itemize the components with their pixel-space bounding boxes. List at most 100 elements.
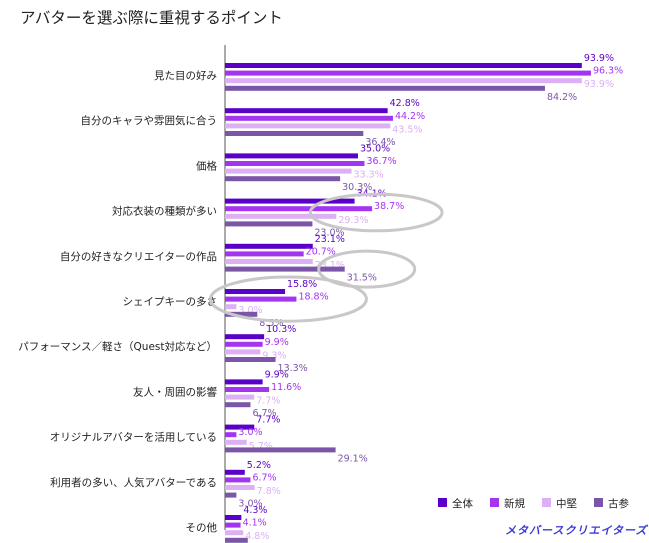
bar-新規	[225, 70, 591, 76]
data-label: 84.2%	[547, 92, 577, 103]
highlight-ellipse	[317, 249, 417, 289]
bar-中堅	[225, 213, 337, 219]
category-label: 自分のキャラや雰囲気に合う	[81, 114, 218, 127]
chart-title: アバターを選ぶ際に重視するポイント	[20, 9, 283, 27]
data-label: 36.7%	[366, 156, 396, 167]
data-label: 15.8%	[287, 279, 317, 290]
bar-全体	[225, 289, 286, 294]
data-label: 4.1%	[243, 518, 267, 529]
data-label: 42.8%	[390, 98, 420, 109]
data-label: 11.6%	[271, 382, 301, 393]
bar-中堅	[225, 304, 237, 310]
legend-label: 新規	[504, 497, 525, 510]
data-label: 6.7%	[252, 408, 276, 419]
bar-全体	[225, 424, 255, 430]
data-label: 29.1%	[338, 453, 368, 464]
data-label: 38.7%	[374, 201, 404, 212]
legend-swatch-新規	[490, 498, 499, 507]
category-label: 自分の好きなクリエイターの作品	[60, 250, 217, 263]
category-label: 価格	[196, 159, 217, 172]
bar-中堅	[225, 485, 255, 490]
data-label: 3.0%	[238, 499, 262, 510]
category-label: 友人・周囲の影響	[133, 385, 217, 398]
bar-中堅	[225, 168, 352, 174]
data-label: 7.8%	[257, 486, 281, 497]
bar-中堅	[225, 123, 391, 129]
bar-全体	[225, 108, 388, 114]
data-label: 3.0%	[238, 305, 262, 316]
bar-新規	[225, 296, 297, 302]
data-label: 96.3%	[593, 66, 623, 77]
data-label: 6.7%	[252, 472, 276, 483]
data-label: 7.7%	[256, 415, 280, 426]
data-label: 44.2%	[395, 111, 425, 122]
data-label: 9.9%	[265, 369, 289, 380]
data-label: 33.3%	[354, 170, 384, 181]
category-label: オリジナルアバターを活用している	[50, 432, 217, 444]
bar-古参	[225, 402, 251, 408]
data-label: 31.5%	[347, 273, 377, 284]
data-label: 23.0%	[314, 227, 344, 238]
legend-label: 古参	[608, 497, 629, 510]
bar-古参	[225, 447, 336, 453]
data-label: 93.9%	[584, 79, 614, 90]
bar-中堅	[225, 530, 244, 536]
data-label: 23.1%	[315, 260, 345, 271]
category-label: パフォーマンス／軽さ（Quest対応など）	[18, 340, 217, 353]
data-label: 9.9%	[265, 337, 289, 348]
data-label: 5.7%	[249, 441, 273, 452]
bar-古参	[225, 537, 248, 543]
legend-swatch-全体	[438, 498, 447, 507]
bar-新規	[225, 161, 365, 166]
highlight-ellipse	[308, 192, 444, 233]
category-label: 利用者の多い、人気アバターである	[50, 476, 217, 489]
bar-全体	[225, 469, 245, 475]
data-label: 4.3%	[243, 505, 267, 516]
bar-中堅	[225, 349, 261, 355]
legend-swatch-中堅	[542, 498, 551, 507]
legend-label: 中堅	[556, 497, 577, 510]
bar-新規	[225, 115, 393, 121]
bar-古参	[225, 266, 345, 272]
bar-全体	[225, 63, 582, 68]
bar-古参	[225, 221, 313, 227]
data-label: 30.3%	[342, 182, 372, 193]
bar-古参	[225, 492, 237, 498]
bar-中堅	[225, 78, 582, 84]
bar-全体	[225, 334, 265, 340]
bar-新規	[225, 387, 270, 392]
data-label: 93.9%	[584, 53, 614, 64]
bar-全体	[225, 153, 358, 159]
category-label: その他	[186, 521, 218, 534]
legend-label: 全体	[452, 497, 473, 510]
bar-中堅	[225, 439, 247, 445]
brand-logo-text: メタバースクリエイターズ	[505, 524, 648, 537]
data-label: 29.3%	[338, 215, 368, 226]
highlight-ellipse	[208, 275, 368, 323]
data-label: 13.3%	[278, 363, 308, 374]
data-label: 5.2%	[247, 460, 271, 471]
data-label: 4.8%	[245, 531, 269, 542]
data-label: 7.7%	[256, 396, 280, 407]
category-label: 対応衣装の種類が多い	[112, 205, 217, 218]
bar-新規	[225, 251, 304, 257]
legend-swatch-古参	[594, 498, 603, 507]
bar-新規	[225, 432, 237, 438]
data-label: 36.4%	[365, 137, 395, 148]
bar-新規	[225, 206, 373, 212]
bar-古参	[225, 357, 276, 362]
data-label: 23.1%	[315, 234, 345, 245]
bar-古参	[225, 176, 341, 182]
bar-新規	[225, 477, 251, 483]
data-label: 10.3%	[266, 324, 296, 335]
data-label: 3.0%	[238, 427, 262, 438]
data-label: 20.7%	[306, 246, 336, 257]
data-label: 9.3%	[262, 350, 286, 361]
bar-新規	[225, 341, 263, 347]
data-label: 8.5%	[259, 318, 283, 329]
data-label: 18.8%	[298, 292, 328, 303]
bar-古参	[225, 85, 545, 91]
bar-新規	[225, 522, 241, 528]
bar-古参	[225, 131, 364, 136]
